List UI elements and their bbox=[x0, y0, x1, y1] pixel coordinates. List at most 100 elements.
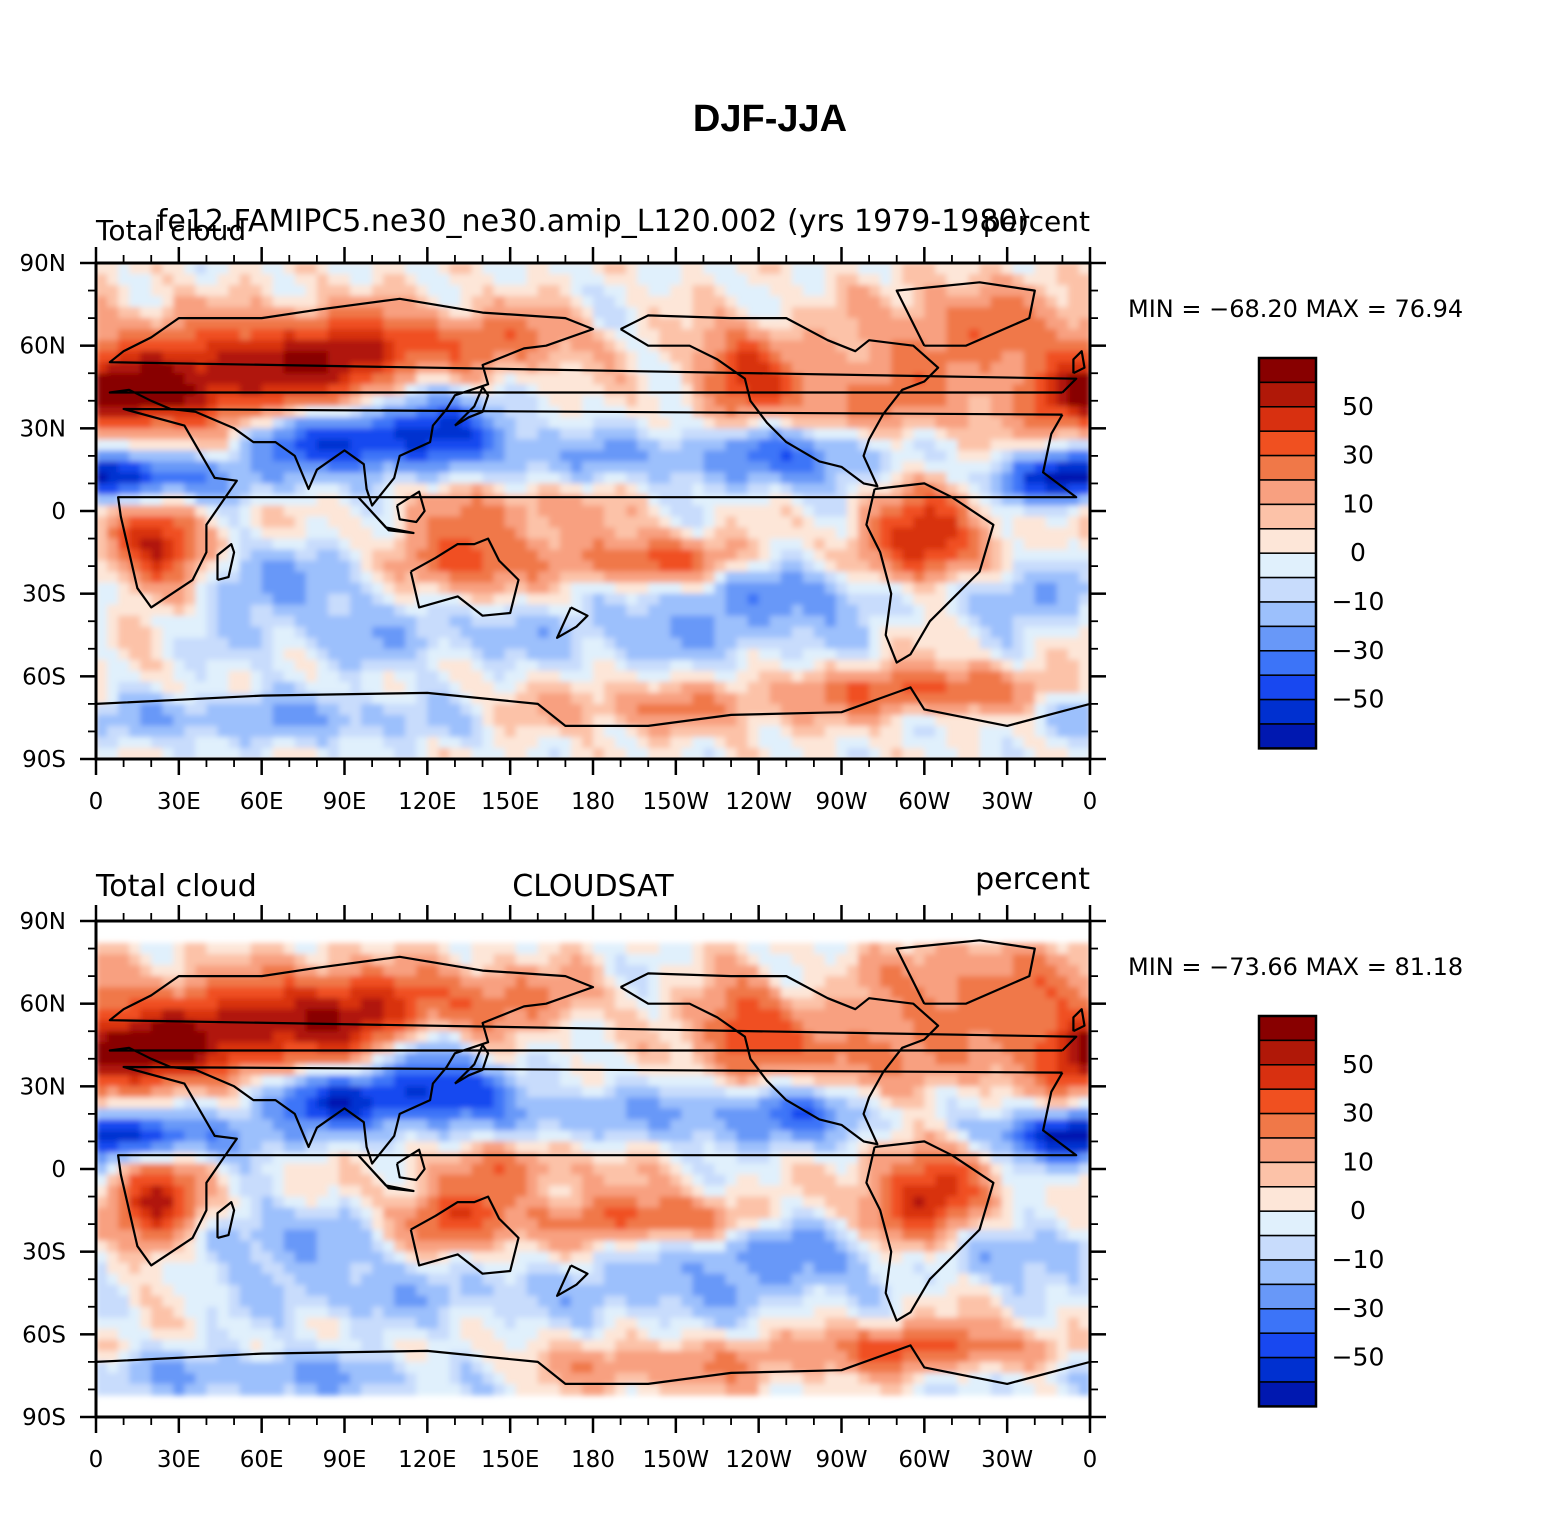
field-cell bbox=[482, 582, 495, 595]
field-cell bbox=[957, 483, 970, 496]
field-cell bbox=[460, 516, 473, 529]
field-cell bbox=[173, 593, 185, 606]
field-cell bbox=[427, 307, 439, 319]
field-cell bbox=[880, 450, 892, 462]
field-cell bbox=[604, 516, 616, 529]
field-cell bbox=[570, 998, 583, 1010]
field-cell bbox=[559, 604, 572, 617]
field-cell bbox=[283, 296, 296, 308]
field-cell bbox=[593, 395, 605, 407]
field-cell bbox=[813, 395, 826, 407]
field-cell bbox=[427, 483, 439, 496]
field-cell bbox=[1067, 670, 1080, 683]
field-cell bbox=[272, 976, 285, 988]
field-cell bbox=[1034, 472, 1047, 485]
field-cell bbox=[990, 406, 1003, 418]
field-cell bbox=[758, 714, 771, 727]
field-cell bbox=[1034, 439, 1047, 451]
field-cell bbox=[824, 373, 837, 385]
field-cell bbox=[802, 461, 815, 474]
field-cell bbox=[151, 943, 163, 955]
colorbar-box bbox=[1258, 723, 1317, 750]
field-cell bbox=[725, 615, 738, 628]
field-cell bbox=[118, 736, 130, 749]
field-cell bbox=[350, 461, 362, 474]
field-cell bbox=[824, 285, 837, 297]
field-cell bbox=[1034, 285, 1047, 297]
field-cell bbox=[372, 637, 384, 650]
field-cell bbox=[891, 571, 903, 584]
field-cell bbox=[350, 615, 362, 628]
field-cell bbox=[272, 263, 285, 275]
field-cell bbox=[250, 417, 263, 429]
field-cell bbox=[460, 472, 473, 485]
field-cell bbox=[261, 943, 274, 955]
field-cell bbox=[482, 560, 495, 573]
field-cell bbox=[372, 965, 384, 977]
field-cell bbox=[1034, 527, 1047, 540]
field-cell bbox=[559, 670, 572, 683]
field-cell bbox=[427, 373, 439, 385]
field-cell bbox=[471, 637, 484, 650]
field-cell bbox=[217, 395, 230, 407]
field-cell bbox=[1078, 285, 1090, 297]
field-cell bbox=[747, 626, 760, 639]
field-cell bbox=[184, 329, 196, 341]
field-cell bbox=[891, 362, 903, 374]
field-cell bbox=[261, 615, 274, 628]
field-cell bbox=[1012, 637, 1025, 650]
field-cell bbox=[394, 976, 406, 988]
field-cell bbox=[129, 626, 141, 639]
field-cell bbox=[802, 318, 815, 330]
field-cell bbox=[482, 943, 495, 955]
field-cell bbox=[946, 987, 959, 999]
field-cell bbox=[316, 648, 329, 661]
field-cell bbox=[847, 417, 859, 429]
field-cell bbox=[780, 943, 793, 955]
field-cell bbox=[581, 329, 594, 341]
field-cell bbox=[548, 362, 561, 374]
field-cell bbox=[791, 648, 804, 661]
field-cell bbox=[847, 483, 859, 496]
field-cell bbox=[736, 527, 749, 540]
field-cell bbox=[526, 483, 539, 496]
field-cell bbox=[570, 472, 583, 485]
field-cell bbox=[615, 736, 627, 749]
field-cell bbox=[548, 527, 561, 540]
field-cell bbox=[173, 516, 185, 529]
field-cell bbox=[891, 615, 903, 628]
field-cell bbox=[228, 681, 241, 694]
field-cell bbox=[250, 362, 263, 374]
field-cell bbox=[129, 549, 141, 562]
field-cell bbox=[1078, 593, 1090, 606]
field-cell bbox=[294, 263, 307, 275]
field-cell bbox=[327, 681, 340, 694]
field-cell bbox=[1023, 406, 1036, 418]
field-cell bbox=[140, 362, 152, 374]
field-cell bbox=[107, 362, 119, 374]
field-cell bbox=[891, 428, 903, 440]
field-cell bbox=[118, 549, 130, 562]
field-cell bbox=[460, 494, 473, 507]
field-cell bbox=[383, 549, 395, 562]
field-cell bbox=[416, 472, 428, 485]
field-cell bbox=[714, 494, 727, 507]
field-cell bbox=[184, 615, 196, 628]
field-cell bbox=[184, 1020, 196, 1032]
field-cell bbox=[338, 626, 351, 639]
field-cell bbox=[681, 318, 693, 330]
field-cell bbox=[1034, 549, 1047, 562]
field-cell bbox=[316, 998, 329, 1010]
field-cell bbox=[250, 285, 263, 297]
field-cell bbox=[626, 714, 638, 727]
field-cell bbox=[118, 582, 130, 595]
field-cell bbox=[283, 362, 296, 374]
field-cell bbox=[162, 274, 174, 286]
field-cell bbox=[261, 560, 274, 573]
field-cell bbox=[681, 384, 693, 396]
field-cell bbox=[548, 582, 561, 595]
field-cell bbox=[482, 439, 495, 451]
field-cell bbox=[526, 582, 539, 595]
field-cell bbox=[703, 384, 716, 396]
field-cell bbox=[250, 274, 263, 286]
